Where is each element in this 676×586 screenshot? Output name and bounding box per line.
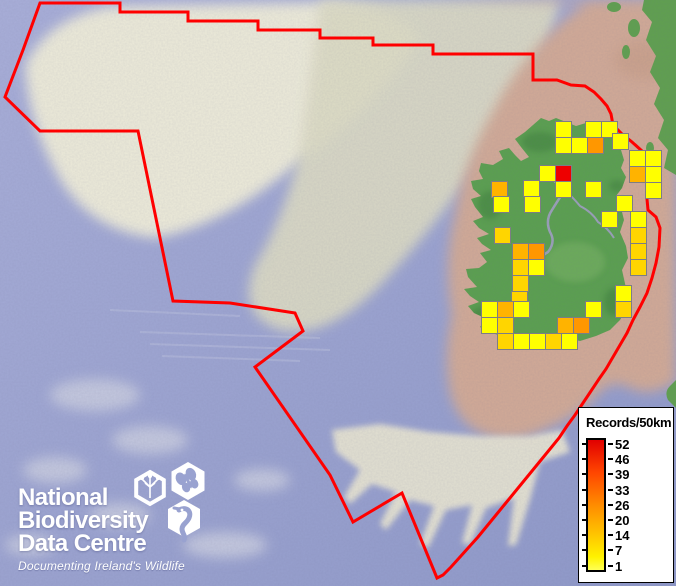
legend-tick-label: 14 [615,528,630,544]
legend-tick-label: 33 [615,482,630,498]
seahorse-icon [172,506,193,543]
legend-tick-mark [608,519,613,521]
nbdc-logo: National Biodiversity Data Centre Docume… [18,484,185,574]
legend-tick-label: 39 [615,467,630,483]
butterfly-hexagon [171,462,205,500]
legend-tick-label: 7 [615,543,623,559]
seahorse-hexagon [168,500,200,543]
legend-tick-mark [608,488,613,491]
legend-color-bar [586,438,606,572]
legend-tick-mark [608,564,613,567]
legend-tick-mark [582,488,587,491]
legend-tick-mark [608,549,613,552]
legend-tick-label: 46 [615,452,630,468]
legend-tick-label: 20 [615,513,630,528]
tree-hexagon [134,469,166,507]
legend-tick-label: 26 [615,497,630,513]
legend-tick-mark [582,549,587,552]
legend-tick-mark [608,443,613,445]
logo-line-1: National [18,484,108,511]
logo-tagline: Documenting Ireland's Wildlife [18,559,185,573]
logo-line-2: Biodiversity [18,507,149,534]
legend-title: Records/50km [586,415,672,430]
legend-tick-label: 52 [615,437,630,452]
butterfly-icon [175,467,199,493]
logo-hexagons [134,462,205,543]
logo-line-3: Data Centre [18,530,147,557]
legend-tick-mark [582,473,587,476]
legend-panel: Records/50km 52 46 39 33 26 20 14 7 1 [578,407,674,583]
legend-tick-mark [582,458,587,461]
legend-tick-mark [582,443,587,445]
legend-tick-mark [608,534,613,537]
legend-tick-mark [582,519,587,521]
tree-icon [139,473,161,498]
legend-tick-label: 1 [615,558,623,574]
designated-area-boundary [3,1,662,581]
legend-tick-mark [608,473,613,476]
legend-tick-mark [582,503,587,506]
legend-tick-mark [608,503,613,506]
legend-tick-mark [608,458,613,461]
legend-tick-mark [582,564,587,567]
legend-tick-mark [582,534,587,537]
